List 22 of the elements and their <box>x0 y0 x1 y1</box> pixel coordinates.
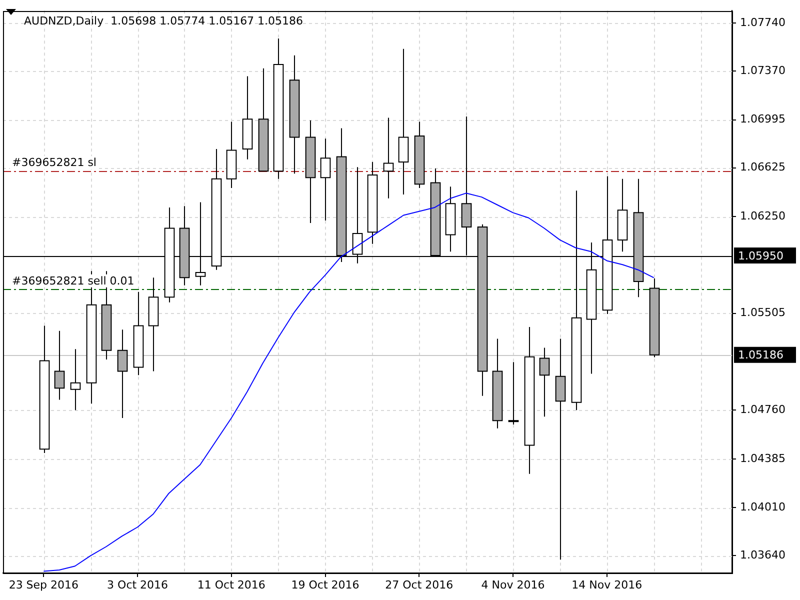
x-tick-label: 27 Oct 2016 <box>385 578 454 592</box>
y-tick-label: 1.04010 <box>740 500 786 514</box>
y-tick-label: 1.03640 <box>740 548 786 562</box>
x-tick-label: 23 Sep 2016 <box>8 578 79 592</box>
y-tick-label: 1.06995 <box>740 112 786 126</box>
ref-line-label: #369652821 sl <box>12 156 96 170</box>
x-tick-label: 3 Oct 2016 <box>107 578 168 592</box>
x-tick-label: 11 Oct 2016 <box>197 578 266 592</box>
ref-line-label: #369652821 sell 0.01 <box>12 274 134 288</box>
y-tick-label: 1.04760 <box>740 403 786 416</box>
y-tick-label: 1.07370 <box>740 64 786 77</box>
ref-line-label: 1.05186 <box>738 348 784 362</box>
y-tick-label: 1.04385 <box>740 452 786 465</box>
y-tick-label: 1.07740 <box>740 16 786 29</box>
x-tick-label: 4 Nov 2016 <box>481 578 545 592</box>
chart-title: AUDNZD,Daily 1.05698 1.05774 1.05167 1.05186 <box>24 14 304 28</box>
y-tick-label: 1.05505 <box>740 306 786 320</box>
y-tick-label: 1.06250 <box>740 209 786 222</box>
y-tick-label: 1.06625 <box>740 160 786 174</box>
x-tick-label: 14 Nov 2016 <box>572 578 642 592</box>
x-tick-label: 19 Oct 2016 <box>291 578 360 592</box>
ref-line-label: 1.05950 <box>738 249 784 262</box>
